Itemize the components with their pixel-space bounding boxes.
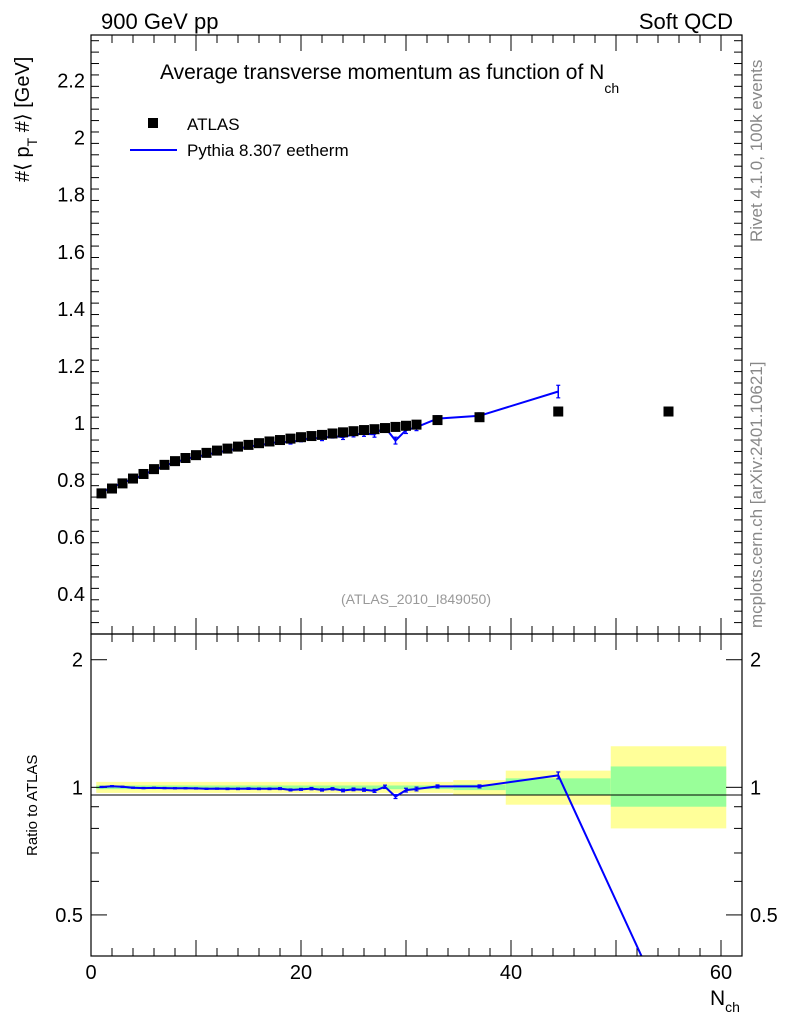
ratio-y-tick-label-left: 0.5: [55, 905, 83, 927]
atlas-data-point: [191, 450, 201, 461]
mcplots-label: mcplots.cern.ch [arXiv:2401.10621]: [747, 362, 766, 628]
main-title-text: Average transverse momentum as function …: [160, 61, 604, 84]
ratio-band-stat: [610, 766, 727, 807]
atlas-data-point: [96, 488, 107, 499]
legend: ATLAS Pythia 8.307 eetherm: [130, 115, 349, 160]
atlas-data-point: [317, 429, 327, 440]
ratio-band-stat: [96, 785, 454, 790]
main-plot-panel: 0.4 0.6 0.8 1 1.2 1.4 1.6 1.8 2 2.2: [57, 34, 743, 635]
legend-label-atlas: ATLAS: [187, 115, 240, 134]
atlas-data-point: [306, 431, 317, 442]
main-y-tick-labels: 0.4 0.6 0.8 1 1.2 1.4 1.6 1.8 2 2.2: [57, 71, 85, 606]
x-tick-label: 20: [290, 962, 312, 984]
atlas-data-point: [474, 412, 485, 423]
analysis-label: (ATLAS_2010_I849050): [341, 591, 491, 607]
main-title-subscript: ch: [604, 80, 619, 96]
header-left-label: 900 GeV pp: [101, 9, 218, 34]
ratio-y-tick-label-left: 2: [72, 650, 83, 672]
atlas-data-point: [170, 456, 180, 467]
main-y-axis-label: #⟨ pT #⟩ [GeV]: [12, 57, 40, 182]
ratio-y-tick-label-left: 1: [72, 777, 83, 799]
atlas-data-point: [380, 423, 390, 434]
atlas-data-point: [401, 420, 411, 431]
main-y-tick-label: 1.6: [57, 242, 85, 264]
ratio-plot-frame: [90, 633, 743, 957]
main-y-tick-label: 0.8: [57, 470, 85, 492]
ratio-band-stat: [505, 778, 611, 795]
x-tick-label: 0: [85, 962, 96, 984]
legend-marker-atlas: [148, 118, 158, 128]
x-tick-label: 40: [500, 962, 522, 984]
main-y-tick-label: 1.4: [57, 299, 85, 321]
x-axis-label-text: N: [710, 987, 725, 1010]
atlas-data-point: [296, 432, 306, 443]
ratio-y-tick-label-right: 0.5: [750, 905, 778, 927]
atlas-data-point: [553, 406, 564, 417]
atlas-data-point: [254, 438, 264, 449]
atlas-data-point: [327, 428, 338, 439]
ratio-plot-panel: 0.5 0.51 12 20 20 40 60: [55, 633, 778, 984]
atlas-data-point: [275, 435, 285, 446]
ratio-line: [101, 774, 643, 956]
ratio-y-tick-label-right: 2: [750, 650, 761, 672]
atlas-data-point: [411, 419, 422, 430]
ratio-tick-labels: 0.5 0.51 12 20 20 40 60: [55, 650, 778, 984]
atlas-data-point: [338, 427, 348, 438]
x-tick-label: 60: [710, 962, 732, 984]
ratio-data-layer: [99, 771, 643, 956]
main-y-tick-label: 1.2: [57, 356, 85, 378]
main-y-tick-label: 2: [74, 128, 85, 150]
main-y-tick-label: 1: [74, 413, 85, 435]
ratio-y-axis-label: Ratio to ATLAS: [24, 755, 41, 856]
atlas-data-point: [212, 445, 222, 456]
atlas-data-point: [390, 421, 401, 432]
atlas-data-point: [369, 424, 380, 435]
atlas-data-point: [159, 459, 170, 470]
atlas-data-point: [432, 415, 443, 426]
atlas-data-point: [663, 406, 674, 417]
atlas-data-point: [264, 436, 275, 447]
atlas-data-point: [348, 426, 359, 437]
atlas-data-point: [359, 425, 369, 436]
header-right-label: Soft QCD: [639, 9, 733, 34]
main-y-axis-label-tail: #⟩ [GeV]: [12, 57, 34, 138]
ratio-y-tick-label-right: 1: [750, 777, 761, 799]
rivet-version-label: Rivet 4.1.0, 100k events: [747, 60, 766, 242]
atlas-data-point: [201, 447, 212, 458]
ratio-uncertainty-bands: [96, 746, 727, 829]
main-data-layer: [96, 384, 674, 499]
x-axis-label-subscript: ch: [725, 999, 740, 1015]
atlas-data-point: [128, 473, 138, 484]
main-y-tick-label: 0.4: [57, 584, 85, 606]
atlas-data-point: [243, 439, 254, 450]
main-axis-ticks: [90, 35, 743, 635]
main-y-axis-label-head: #⟨ p: [12, 146, 34, 182]
x-axis-label: Nch: [710, 987, 740, 1015]
legend-label-pythia: Pythia 8.307 eetherm: [187, 141, 349, 160]
atlas-data-point: [222, 443, 233, 454]
atlas-data-point: [117, 478, 128, 489]
main-y-tick-label: 1.8: [57, 185, 85, 207]
main-y-tick-label: 2.2: [57, 71, 85, 93]
atlas-data-point: [138, 468, 149, 479]
atlas-data-point: [285, 433, 296, 444]
atlas-data-point: [180, 453, 191, 464]
atlas-data-point: [233, 441, 243, 452]
atlas-data-point: [149, 464, 159, 475]
main-y-axis-label-subscript: T: [24, 137, 40, 146]
pythia-line: [101, 390, 559, 494]
atlas-data-point: [107, 483, 117, 494]
main-y-tick-label: 0.6: [57, 527, 85, 549]
main-title: Average transverse momentum as function …: [160, 61, 619, 96]
